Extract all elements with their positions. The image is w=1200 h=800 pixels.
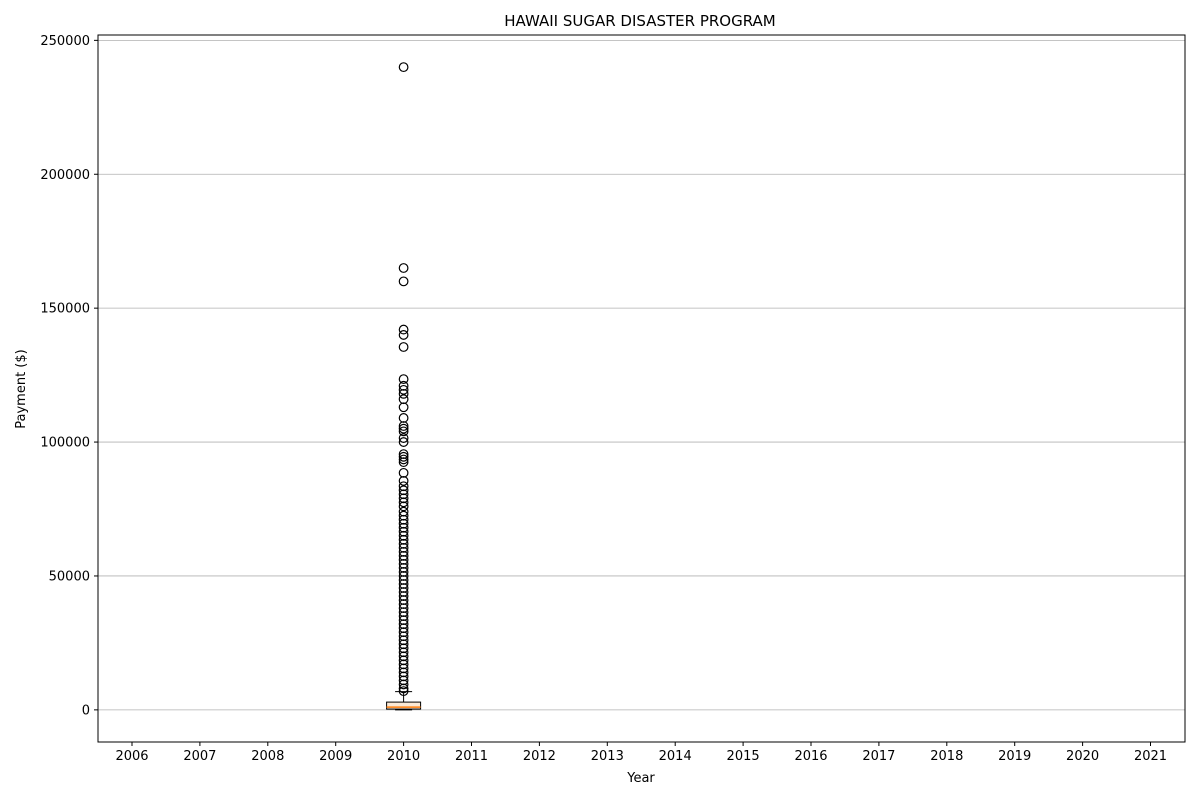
outlier-point: [398, 421, 409, 431]
x-tick-label: 2020: [1066, 749, 1099, 764]
x-tick-label: 2008: [251, 749, 284, 764]
outlier-point: [398, 426, 409, 437]
outlier-point: [398, 451, 409, 462]
x-tick-label: 2021: [1134, 749, 1167, 764]
outlier-point: [398, 413, 409, 423]
x-tick-label: 2014: [659, 749, 692, 764]
y-axis-title: Payment ($): [14, 349, 29, 428]
chart-title: HAWAII SUGAR DISASTER PROGRAM: [504, 12, 776, 30]
outlier-point: [398, 263, 409, 273]
plot-area: [386, 62, 422, 711]
outlier-point: [398, 342, 409, 352]
outlier-point: [398, 475, 409, 486]
outlier-point: [398, 324, 409, 335]
outlier-point: [398, 394, 409, 405]
outlier-point: [398, 330, 409, 340]
y-tick-label: 0: [82, 703, 90, 718]
y-tick-label: 250000: [40, 34, 90, 49]
outlier-point: [398, 433, 409, 443]
x-tick-label: 2012: [523, 749, 556, 764]
outlier-point: [398, 683, 409, 694]
x-tick-label: 2019: [998, 749, 1031, 764]
y-tick-label: 200000: [40, 168, 90, 183]
outlier-point: [398, 62, 409, 73]
x-tick-label: 2016: [794, 749, 827, 764]
outlier-point: [398, 423, 409, 434]
outlier-point: [398, 384, 409, 395]
plot-frame: [97, 34, 1186, 743]
y-tick-label: 100000: [40, 436, 90, 451]
outlier-point: [398, 437, 409, 447]
y-tick-label: 150000: [40, 302, 90, 317]
x-axis-title: Year: [626, 771, 655, 786]
outlier-point: [398, 457, 409, 468]
y-axis: 0 50000 100000 150000 200000 250000: [40, 34, 98, 718]
x-tick-label: 2013: [591, 749, 624, 764]
x-tick-label: 2009: [319, 749, 352, 764]
outlier-point: [398, 686, 409, 697]
x-axis: 2006 2007 2008 2009 2010 2011 2012 2013 2014 2015…: [115, 742, 1167, 764]
outlier-point: [398, 374, 409, 385]
outlier-point: [398, 276, 409, 287]
box-iqr: [386, 701, 422, 710]
outlier-point: [398, 497, 409, 508]
x-tick-label: 2007: [183, 749, 216, 764]
outlier-point: [398, 388, 409, 399]
gridlines: [98, 39, 1185, 711]
x-tick-label: 2010: [387, 749, 420, 764]
outlier-point: [398, 467, 409, 478]
x-tick-label: 2015: [727, 749, 760, 764]
outlier-point: [398, 402, 409, 413]
outlier-point: [398, 501, 409, 512]
x-tick-label: 2017: [862, 749, 895, 764]
outlier-point: [398, 454, 409, 465]
box-2010: [386, 62, 422, 711]
x-tick-label: 2011: [455, 749, 488, 764]
y-tick-label: 50000: [49, 569, 90, 584]
outlier-point: [398, 679, 409, 690]
x-tick-label: 2018: [930, 749, 963, 764]
x-tick-label: 2006: [115, 749, 148, 764]
